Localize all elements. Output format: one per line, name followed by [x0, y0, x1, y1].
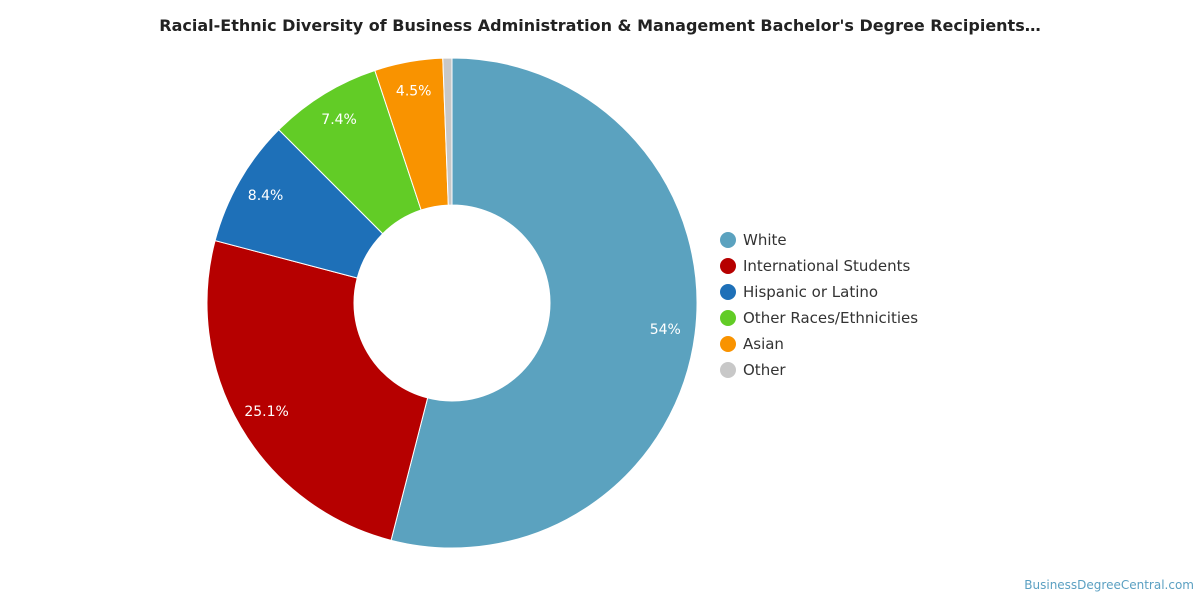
chart-title: Racial-Ethnic Diversity of Business Admi…: [159, 16, 1041, 35]
slice-white[interactable]: [390, 57, 698, 549]
legend-label: White: [743, 231, 787, 249]
legend-item-white[interactable]: White: [720, 227, 918, 253]
chart-legend: White International Students Hispanic or L…: [720, 227, 918, 383]
legend-swatch: [720, 284, 736, 300]
legend-item-asian[interactable]: Asian: [720, 331, 918, 357]
legend-item-international-students[interactable]: International Students: [720, 253, 918, 279]
source-credit[interactable]: BusinessDegreeCentral.com: [1024, 578, 1194, 592]
slice-international-students[interactable]: [206, 239, 429, 541]
legend-swatch: [720, 362, 736, 378]
legend-label: Hispanic or Latino: [743, 283, 879, 301]
data-label: 4.5%: [396, 83, 432, 99]
legend-swatch: [720, 232, 736, 248]
legend-item-other[interactable]: Other: [720, 357, 918, 383]
data-label: 8.4%: [248, 188, 284, 204]
legend-swatch: [720, 258, 736, 274]
legend-label: Other Races/Ethnicities: [743, 309, 919, 327]
slice-other[interactable]: [442, 57, 453, 206]
legend-label: International Students: [743, 257, 911, 275]
data-label: 54%: [650, 322, 681, 338]
data-label: 25.1%: [244, 404, 288, 420]
legend-label: Asian: [743, 335, 784, 353]
legend-item-other-races-ethnicities[interactable]: Other Races/Ethnicities: [720, 305, 918, 331]
legend-label: Other: [743, 361, 786, 379]
legend-item-hispanic-or-latino[interactable]: Hispanic or Latino: [720, 279, 918, 305]
legend-swatch: [720, 310, 736, 326]
legend-swatch: [720, 336, 736, 352]
data-label: 7.4%: [321, 112, 357, 128]
